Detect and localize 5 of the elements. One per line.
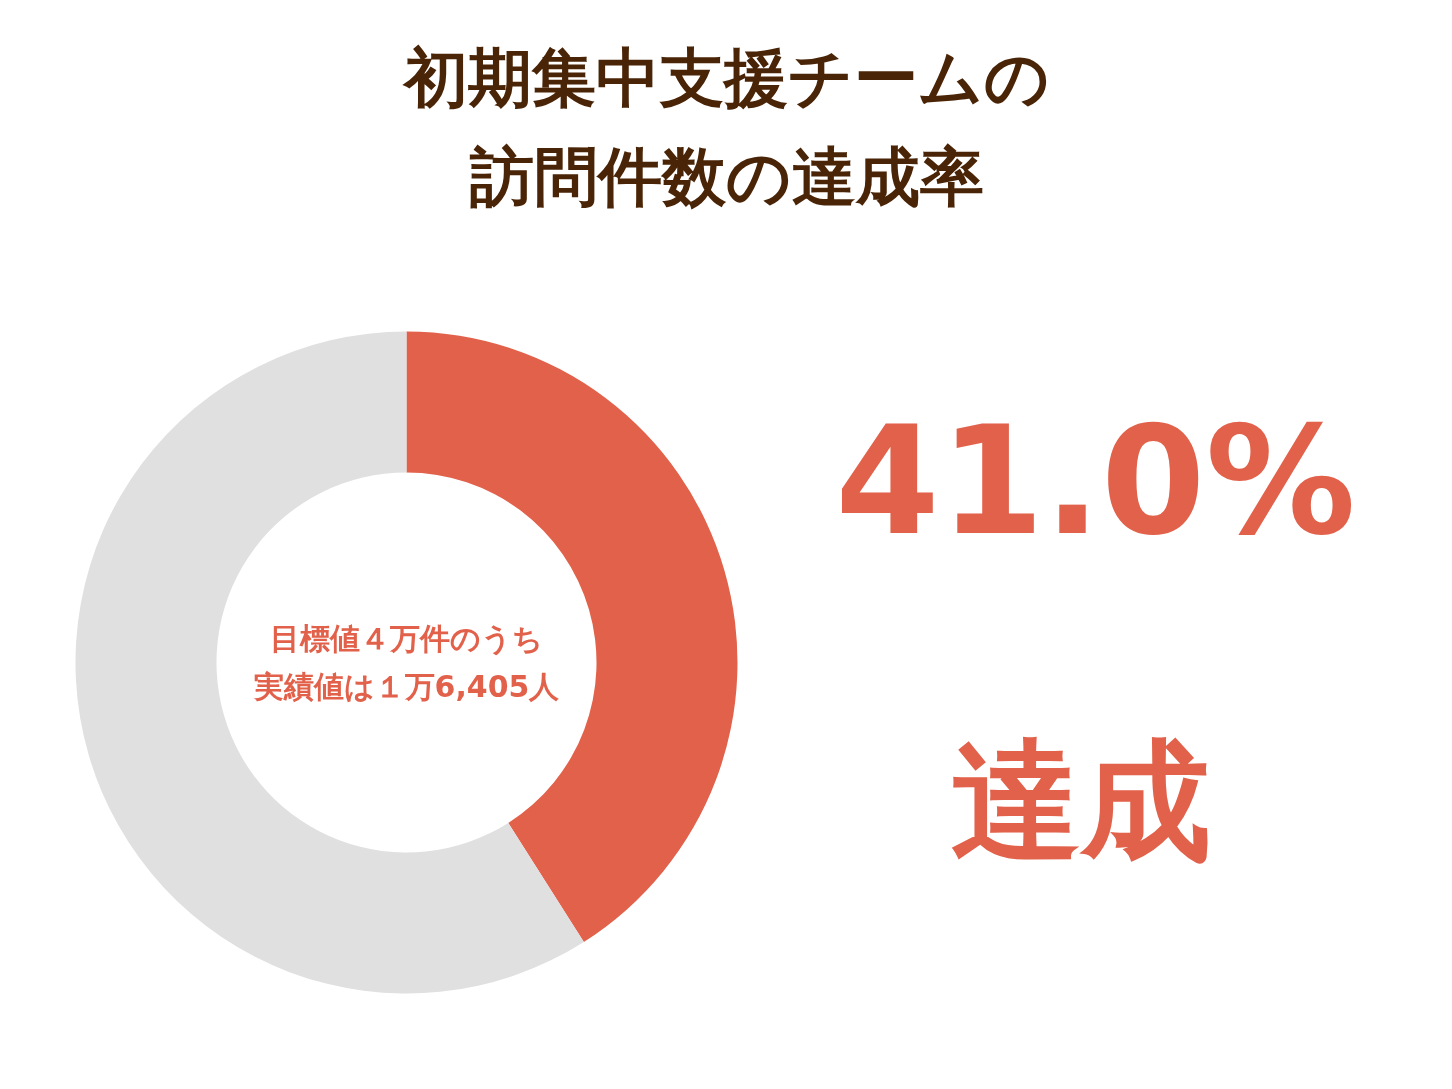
text: 41.0%: [835, 393, 1356, 568]
text: 実績値は１万6,405人: [252, 669, 561, 704]
text: 達成: [950, 724, 1211, 877]
text: 目標値４万件のうち: [270, 621, 543, 656]
chart-title: 初期集中支援チームの訪問件数の達成率: [401, 40, 1050, 215]
